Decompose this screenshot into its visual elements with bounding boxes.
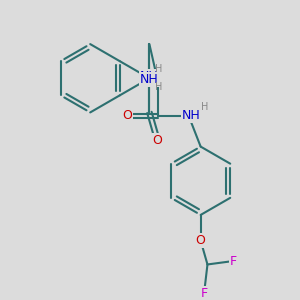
Text: NH: NH: [140, 70, 159, 83]
Text: H: H: [155, 64, 162, 74]
Text: O: O: [196, 234, 206, 247]
Text: F: F: [200, 287, 208, 300]
Text: O: O: [152, 134, 162, 147]
Text: H: H: [201, 102, 208, 112]
Text: NH: NH: [182, 109, 201, 122]
Text: F: F: [230, 255, 237, 268]
Text: H: H: [155, 82, 162, 92]
Text: NH: NH: [140, 73, 159, 86]
Text: O: O: [122, 109, 132, 122]
